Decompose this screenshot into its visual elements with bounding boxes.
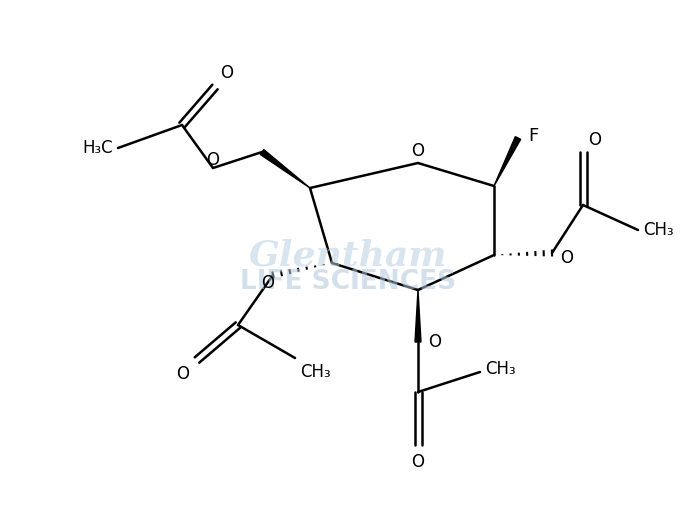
Text: O: O bbox=[176, 365, 189, 383]
Text: O: O bbox=[411, 142, 425, 160]
Text: O: O bbox=[428, 333, 441, 351]
Text: O: O bbox=[220, 64, 233, 82]
Text: O: O bbox=[262, 274, 274, 292]
Polygon shape bbox=[260, 150, 310, 188]
Text: Glentham: Glentham bbox=[248, 238, 448, 272]
Text: F: F bbox=[528, 127, 538, 145]
Text: O: O bbox=[560, 249, 573, 267]
Text: CH₃: CH₃ bbox=[300, 363, 331, 381]
Text: O: O bbox=[207, 151, 219, 169]
Text: CH₃: CH₃ bbox=[485, 360, 516, 378]
Text: LIFE SCIENCES: LIFE SCIENCES bbox=[240, 269, 456, 295]
Text: H₃C: H₃C bbox=[82, 139, 113, 157]
Polygon shape bbox=[494, 137, 521, 186]
Text: O: O bbox=[588, 131, 601, 149]
Text: CH₃: CH₃ bbox=[643, 221, 674, 239]
Text: O: O bbox=[411, 453, 425, 471]
Polygon shape bbox=[415, 290, 421, 342]
